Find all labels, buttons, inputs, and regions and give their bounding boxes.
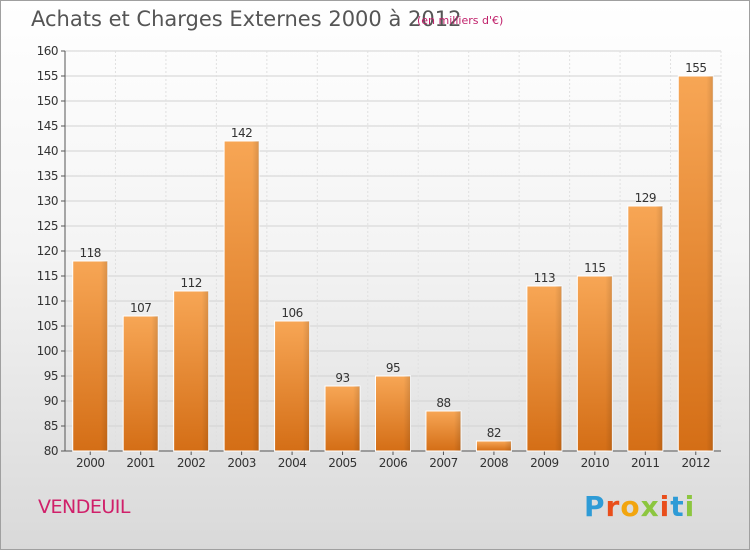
bar-shade: [627, 206, 663, 451]
bar-shade: [375, 376, 411, 451]
y-tick-label: 160: [37, 44, 58, 58]
bar-shade: [526, 286, 562, 451]
y-tick-label: 105: [37, 319, 58, 333]
commune-name: VENDEUIL: [38, 496, 130, 518]
y-tick-label: 125: [37, 219, 58, 233]
y-tick-label: 145: [37, 119, 58, 133]
value-label: 115: [584, 261, 605, 275]
y-tick-label: 90: [44, 394, 58, 408]
y-tick-label: 100: [37, 344, 58, 358]
bar-shade: [72, 261, 108, 451]
y-tick-label: 140: [37, 144, 58, 158]
value-label: 118: [80, 246, 101, 260]
y-tick-label: 155: [37, 69, 58, 83]
x-tick-label: 2012: [681, 456, 710, 470]
x-tick-label: 2004: [278, 456, 307, 470]
y-tick-label: 110: [37, 294, 58, 308]
chart-subtitle: (en milliers d'€): [417, 14, 504, 27]
bar-shade: [173, 291, 209, 451]
value-label: 82: [487, 426, 501, 440]
x-tick-label: 2003: [227, 456, 256, 470]
value-label: 155: [685, 61, 706, 75]
x-tick-label: 2011: [631, 456, 660, 470]
bar-shade: [274, 321, 310, 451]
bars: [72, 75, 714, 452]
bar-shade: [476, 441, 512, 451]
value-label: 95: [386, 361, 400, 375]
value-label: 129: [635, 191, 656, 205]
bar-shade: [325, 386, 361, 451]
y-tick-label: 80: [44, 444, 58, 458]
bar-shade: [425, 411, 461, 451]
y-tick-label: 85: [44, 419, 58, 433]
value-label: 93: [335, 371, 349, 385]
y-tick-label: 115: [37, 269, 58, 283]
x-tick-label: 2001: [126, 456, 155, 470]
value-label: 88: [436, 396, 450, 410]
x-tick-label: 2008: [480, 456, 509, 470]
value-label: 142: [231, 126, 252, 140]
chart-title: Achats et Charges Externes 2000 à 2012: [31, 7, 462, 31]
value-label: 113: [534, 271, 555, 285]
value-label: 107: [130, 301, 151, 315]
y-tick-label: 130: [37, 194, 58, 208]
x-tick-label: 2002: [177, 456, 206, 470]
x-tick-label: 2000: [76, 456, 105, 470]
x-tick-label: 2009: [530, 456, 559, 470]
proxiti-logo[interactable]: Proxiti: [584, 490, 696, 523]
y-tick-label: 150: [37, 94, 58, 108]
bar-shade: [577, 276, 613, 451]
bar-shade: [123, 316, 159, 451]
bar-shade: [224, 141, 260, 451]
y-tick-label: 95: [44, 369, 58, 383]
value-label: 106: [281, 306, 302, 320]
y-tick-label: 120: [37, 244, 58, 258]
x-tick-label: 2010: [581, 456, 610, 470]
value-label: 112: [180, 276, 201, 290]
labels: 80 85 90 95 100 105 110 115 120 125 130 135 140 145 15…: [37, 44, 711, 470]
y-tick-label: 135: [37, 169, 58, 183]
x-tick-label: 2006: [379, 456, 408, 470]
x-tick-label: 2005: [328, 456, 357, 470]
x-tick-label: 2007: [429, 456, 458, 470]
bar-shade: [678, 76, 714, 451]
